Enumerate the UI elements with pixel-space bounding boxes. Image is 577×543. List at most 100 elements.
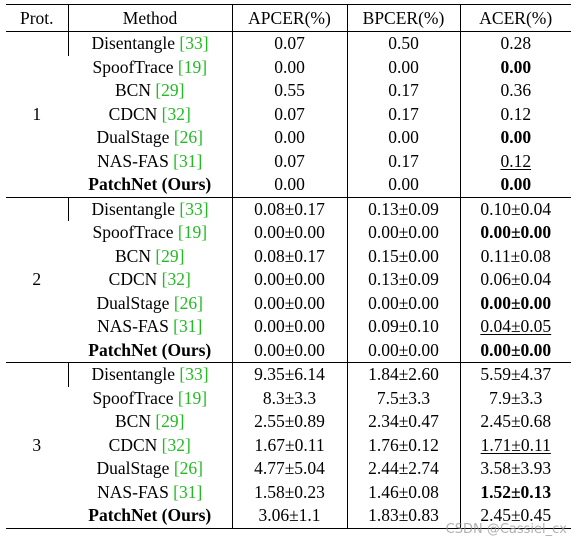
acer-value: 2.45±0.68 [480, 411, 552, 431]
bpcer-cell: 1.46±0.08 [346, 480, 460, 504]
citation-link[interactable]: [32] [162, 435, 191, 455]
method-name: PatchNet (Ours) [88, 339, 212, 360]
method-cell: Disentangle [33] [67, 197, 232, 221]
citation-link[interactable]: [32] [162, 104, 191, 124]
acer-cell: 0.00 [459, 173, 571, 197]
bpcer-cell: 0.13±0.09 [346, 268, 460, 292]
citation-link[interactable]: [29] [155, 246, 184, 266]
bpcer-cell: 0.09±0.10 [346, 315, 460, 339]
citation-bracket: ] [178, 245, 185, 266]
apcer-cell: 2.55±0.89 [231, 410, 347, 434]
citation-number: 33 [185, 198, 203, 219]
citation-link[interactable]: [33] [179, 33, 208, 53]
acer-cell: 5.59±4.37 [459, 362, 571, 387]
table-row: BCN [29] 0.55 0.17 0.36 [6, 79, 571, 103]
table-row: NAS-FAS [31] 0.00±0.00 0.09±0.10 0.04±0.05 [6, 315, 571, 339]
method-name: Disentangle [91, 33, 176, 53]
acer-cell: 0.11±0.08 [459, 244, 571, 268]
acer-cell: 7.9±3.3 [459, 386, 571, 410]
citation-bracket: ] [202, 198, 209, 219]
method-name: CDCN [108, 103, 158, 124]
citation-bracket: ] [201, 222, 208, 242]
bpcer-cell: 7.5±3.3 [346, 386, 460, 410]
citation-number: 29 [161, 245, 179, 266]
method-cell: SpoofTrace [19] [68, 387, 232, 411]
citation-bracket: ] [201, 56, 208, 77]
citation-link[interactable]: [33] [179, 199, 208, 219]
acer-cell: 0.00 [459, 126, 571, 150]
bpcer-cell: 0.17 [346, 149, 460, 173]
apcer-value: 0.00±0.00 [254, 339, 325, 360]
bpcer-cell: 0.17 [346, 79, 460, 103]
method-name: NAS-FAS [97, 316, 169, 336]
apcer-value: 3.06±1.1 [258, 505, 321, 525]
bpcer-value: 0.13±0.09 [368, 198, 439, 219]
apcer-cell: 4.77±5.04 [231, 457, 347, 481]
table-row: DualStage [26] 0.00±0.00 0.00±0.00 0.00±0.0… [6, 291, 571, 315]
method-name: CDCN [108, 269, 158, 289]
table-row: BCN [29] 2.55±0.89 2.34±0.47 2.45±0.68 [6, 410, 571, 434]
citation-link[interactable]: [19] [178, 388, 207, 408]
citation-link[interactable]: [26] [174, 458, 203, 478]
citation-number: 32 [167, 103, 186, 124]
bpcer-value: 0.09±0.10 [368, 316, 439, 336]
acer-value: 0.12 [500, 150, 532, 171]
citation-number: 33 [185, 364, 203, 384]
citation-link[interactable]: [29] [155, 80, 184, 100]
citation-link[interactable]: [31] [173, 151, 202, 171]
citation-bracket: [ [155, 80, 162, 100]
apcer-cell: 0.07 [231, 149, 347, 173]
acer-value: 0.00 [500, 174, 532, 194]
bpcer-cell: 0.00±0.00 [346, 291, 460, 315]
citation-number: 26 [179, 292, 198, 313]
apcer-value: 0.07 [274, 33, 305, 53]
method-cell: BCN [29] [68, 245, 232, 269]
citation-bracket: ] [197, 127, 203, 147]
protocol-cell: 3 [32, 434, 42, 455]
citation-link[interactable]: [31] [173, 316, 202, 336]
method-name: PatchNet (Ours) [88, 505, 212, 525]
bpcer-value: 0.00±0.00 [368, 222, 439, 242]
apcer-cell: 0.00±0.00 [231, 268, 347, 292]
citation-bracket: ] [202, 364, 209, 384]
citation-bracket: [ [179, 364, 186, 384]
acer-cell: 0.06±0.04 [459, 268, 571, 292]
citation-link[interactable]: [26] [174, 293, 203, 313]
bpcer-cell: 2.34±0.47 [346, 410, 460, 434]
citation-number: 19 [183, 56, 202, 77]
citation-link[interactable]: [33] [179, 364, 208, 384]
table-row: CDCN [32] 0.07 0.17 0.12 [6, 102, 571, 126]
protocol-group: 3 Disentangle [33] 9.35±6.14 1.84±2.60 5.59±… [6, 362, 571, 528]
bpcer-value: 2.34±0.47 [368, 411, 439, 431]
method-cell: PatchNet (Ours) [68, 339, 232, 363]
citation-number: 31 [179, 481, 197, 502]
bpcer-value: 2.44±2.74 [368, 458, 439, 478]
header-method: Method [67, 4, 232, 32]
citation-number: 19 [183, 222, 202, 242]
table-row: PatchNet (Ours) 0.00±0.00 0.00±0.00 0.00±0.… [6, 338, 571, 363]
method-cell: NAS-FAS [31] [68, 150, 232, 174]
acer-cell: 0.00 [459, 55, 571, 79]
header-apcer: APCER(%) [231, 4, 347, 32]
citation-link[interactable]: [19] [178, 222, 207, 242]
table-row: PatchNet (Ours) 0.00 0.00 0.00 [6, 173, 571, 197]
apcer-cell: 1.67±0.11 [231, 433, 347, 457]
citation-link[interactable]: [29] [155, 411, 184, 431]
table-row: SpoofTrace [19] 0.00±0.00 0.00±0.00 0.00±0.… [6, 221, 571, 245]
citation-number: 33 [185, 33, 203, 53]
acer-cell: 0.00±0.00 [459, 338, 571, 363]
citation-bracket: ] [196, 150, 203, 171]
citation-link[interactable]: [32] [162, 269, 191, 289]
apcer-value: 0.00 [274, 127, 305, 147]
apcer-value: 9.35±6.14 [254, 364, 325, 384]
acer-cell: 0.10±0.04 [459, 197, 571, 221]
citation-link[interactable]: [31] [173, 482, 202, 502]
citation-link[interactable]: [19] [178, 57, 207, 77]
citation-link[interactable]: [26] [174, 127, 203, 147]
results-table: Prot. Method APCER(%) BPCER(%) ACER(%) 1… [6, 4, 571, 529]
table-row: 2 Disentangle [33] 0.08±0.17 0.13±0.09 0.10±… [6, 197, 571, 289]
method-cell: PatchNet (Ours) [68, 504, 232, 528]
table-row: SpoofTrace [19] 8.3±3.3 7.5±3.3 7.9±3.3 [6, 386, 571, 411]
protocol-group: 2 Disentangle [33] 0.08±0.17 0.13±0.09 0.10±… [6, 197, 571, 363]
citation-bracket: [ [155, 411, 162, 431]
